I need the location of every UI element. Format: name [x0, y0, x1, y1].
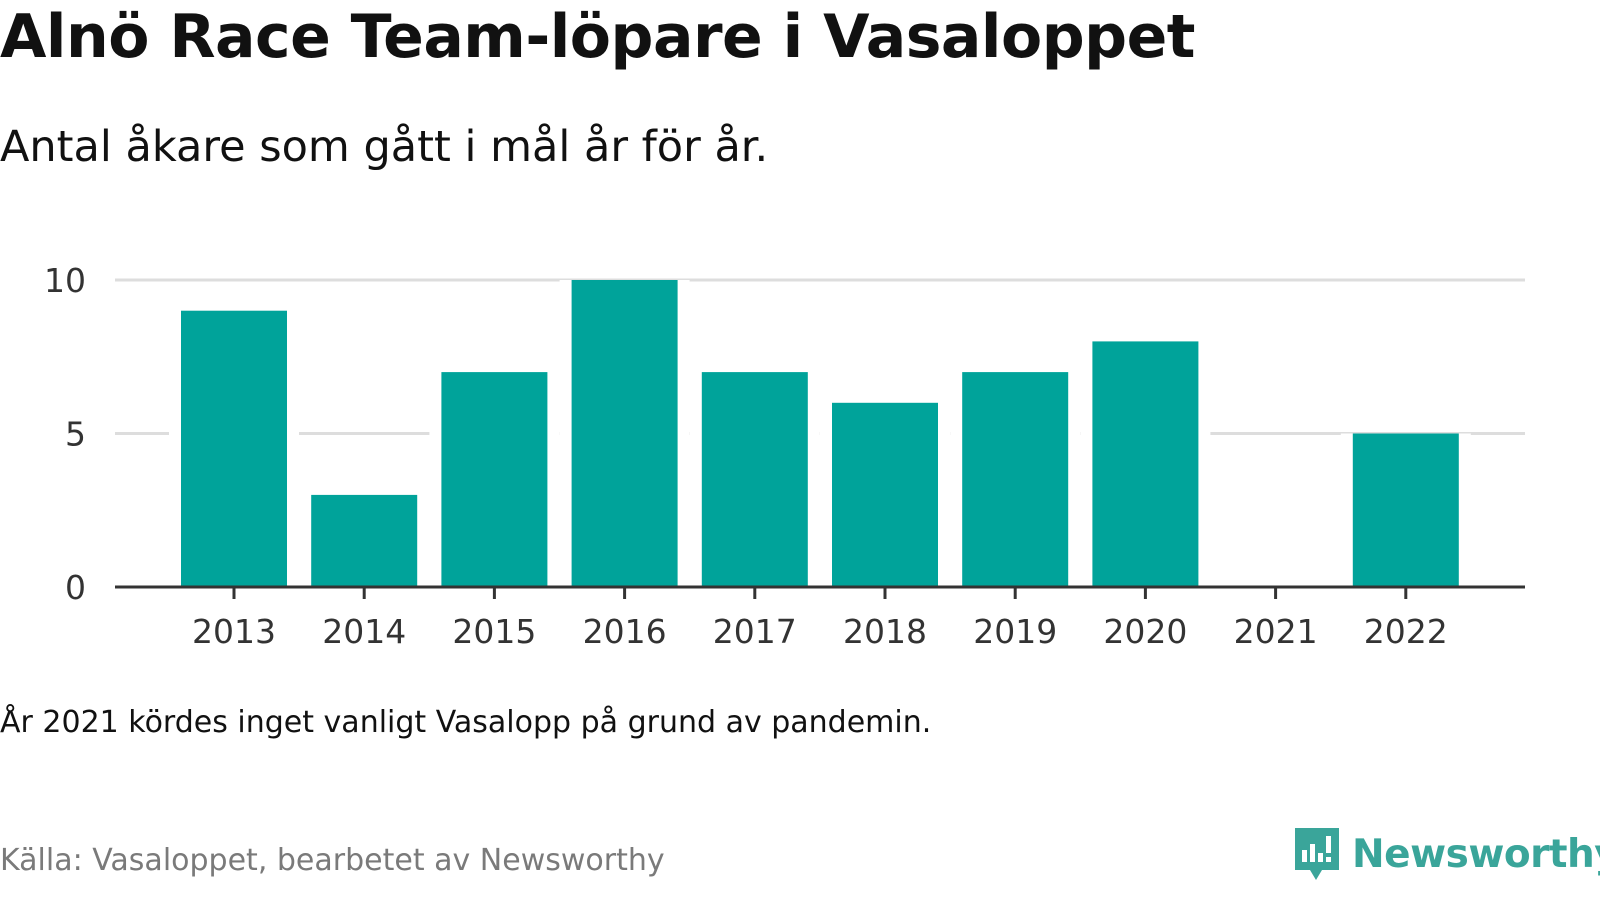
bar-2018 — [832, 402, 938, 587]
x-tick-label: 2020 — [1103, 612, 1187, 651]
x-tick-label: 2015 — [452, 612, 536, 651]
bar-2022 — [1352, 433, 1459, 587]
bar-2016 — [571, 280, 678, 587]
x-tick-label: 2019 — [973, 612, 1057, 651]
bar-chart: 0 5 10 2013 2014 2015 2016 2017 2018 2019 2020 2021… — [44, 261, 1525, 651]
chart-title: Alnö Race Team-löpare i Vasaloppet — [0, 2, 1195, 72]
x-tick-label: 2018 — [843, 612, 927, 651]
bar-2013 — [181, 310, 287, 587]
bar-2014 — [311, 494, 418, 587]
x-tick-label: 2016 — [583, 612, 667, 651]
brand-logo[interactable]: Newsworthy — [1292, 826, 1600, 882]
x-tick-label: 2022 — [1364, 612, 1448, 651]
bar-2020 — [1092, 341, 1199, 587]
y-tick-label: 5 — [65, 415, 86, 454]
source-text: Källa: Vasaloppet, bearbetet av Newswort… — [0, 843, 665, 878]
chart-note: År 2021 kördes inget vanligt Vasalopp på… — [0, 705, 932, 740]
x-tick-label: 2014 — [322, 612, 406, 651]
bar-2017 — [701, 372, 808, 587]
x-tick-label: 2017 — [713, 612, 797, 651]
x-tick-label: 2013 — [192, 612, 276, 651]
y-tick-label: 10 — [44, 261, 86, 300]
x-tick-label: 2021 — [1234, 612, 1318, 651]
y-tick-label: 0 — [65, 568, 86, 607]
bars — [181, 280, 1459, 587]
bar-2019 — [962, 372, 1069, 587]
bar-2015 — [441, 372, 548, 587]
brand-name: Newsworthy — [1352, 831, 1600, 877]
newsworthy-logo-icon — [1295, 828, 1339, 880]
axes: 0 5 10 2013 2014 2015 2016 2017 2018 2019 2020 2021… — [44, 261, 1525, 651]
chart-subtitle: Antal åkare som gått i mål år för år. — [0, 122, 769, 172]
